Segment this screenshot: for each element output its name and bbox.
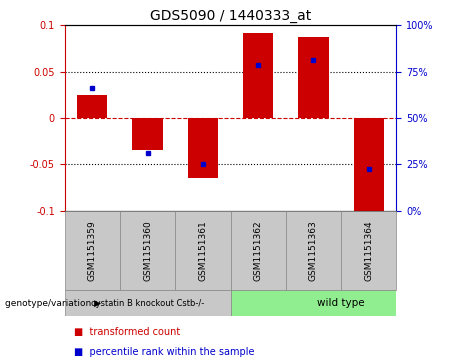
Text: wild type: wild type — [317, 298, 365, 308]
Bar — [175, 211, 230, 290]
Bar — [341, 211, 396, 290]
Bar — [243, 33, 273, 118]
Text: ■  percentile rank within the sample: ■ percentile rank within the sample — [74, 347, 254, 357]
Text: GSM1151362: GSM1151362 — [254, 220, 263, 281]
Text: GSM1151360: GSM1151360 — [143, 220, 152, 281]
Bar — [65, 290, 230, 316]
Bar — [188, 118, 218, 178]
Bar — [120, 211, 175, 290]
Bar — [298, 37, 329, 118]
Text: GSM1151361: GSM1151361 — [198, 220, 207, 281]
Text: cystatin B knockout Cstb-/-: cystatin B knockout Cstb-/- — [91, 299, 204, 307]
Text: GDS5090 / 1440333_at: GDS5090 / 1440333_at — [150, 9, 311, 23]
Bar — [65, 211, 120, 290]
Bar — [132, 118, 163, 150]
Text: GSM1151363: GSM1151363 — [309, 220, 318, 281]
Bar — [230, 290, 396, 316]
Text: GSM1151359: GSM1151359 — [88, 220, 97, 281]
Text: genotype/variation ▶: genotype/variation ▶ — [5, 299, 100, 307]
Bar — [354, 118, 384, 215]
Text: ■  transformed count: ■ transformed count — [74, 327, 180, 337]
Bar — [77, 95, 107, 118]
Text: GSM1151364: GSM1151364 — [364, 220, 373, 281]
Bar — [230, 211, 286, 290]
Bar — [286, 211, 341, 290]
